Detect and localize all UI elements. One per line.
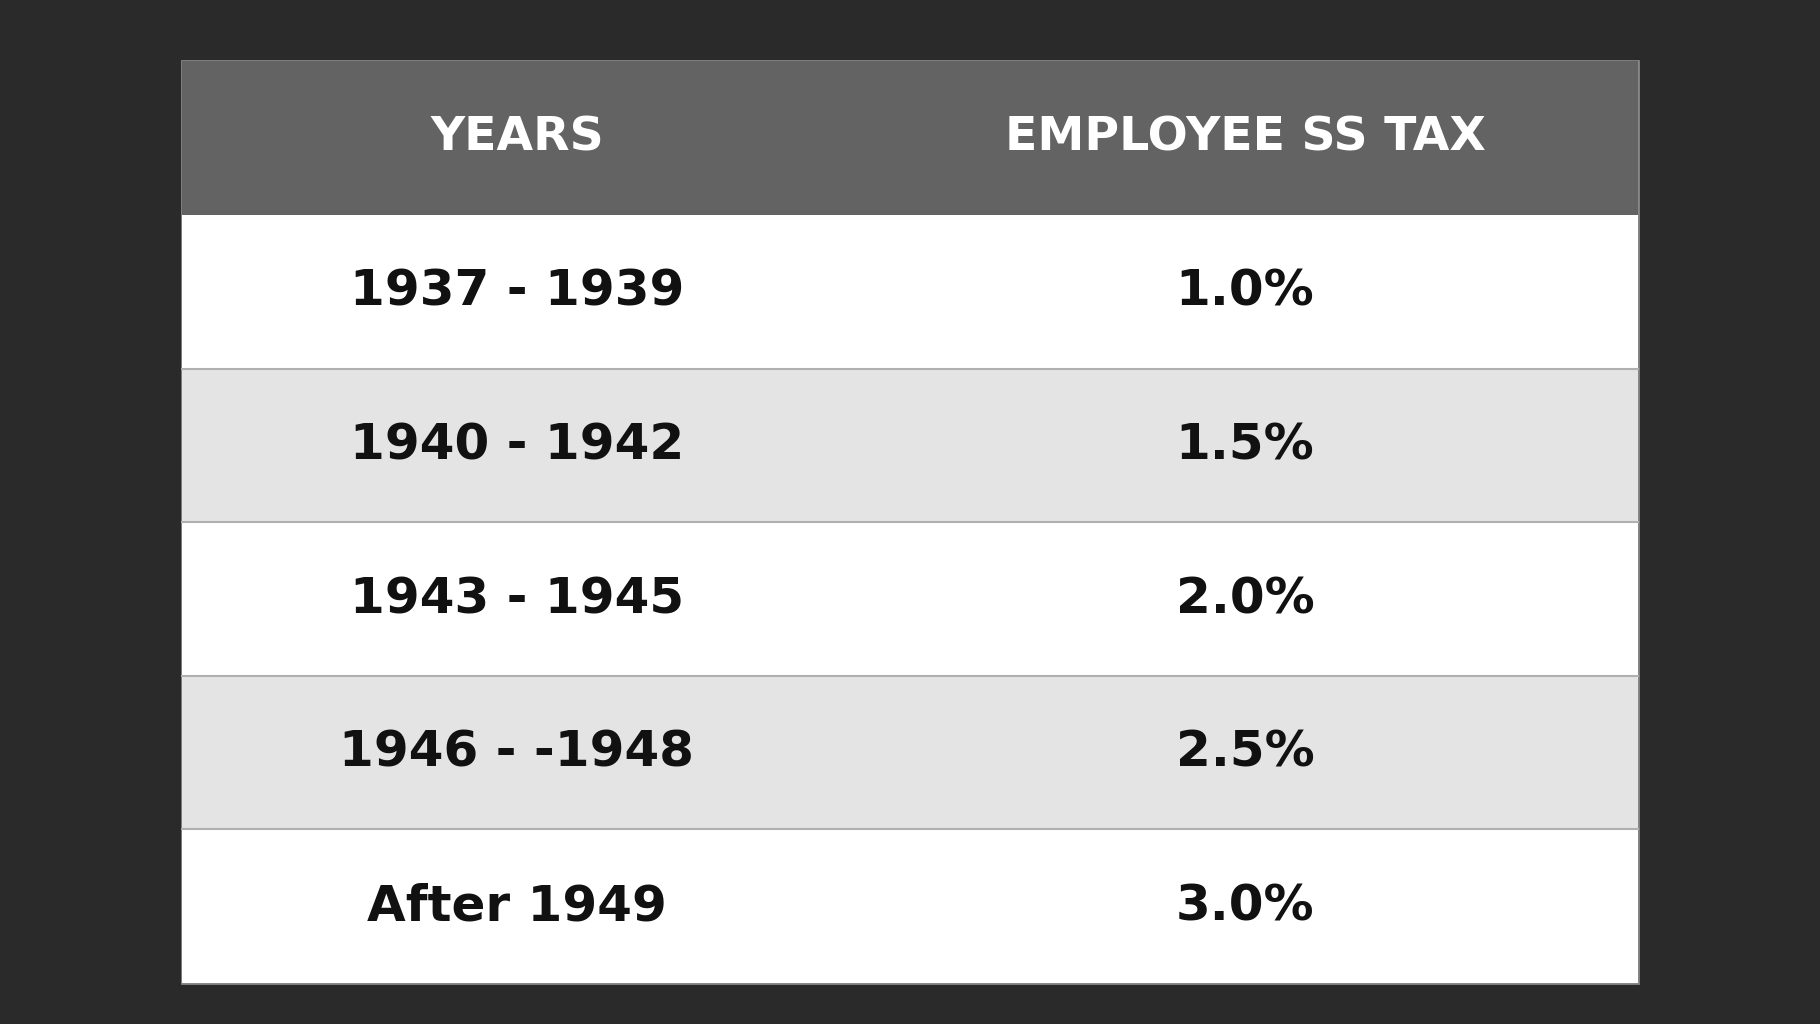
Text: After 1949: After 1949	[368, 883, 666, 930]
Text: 3.0%: 3.0%	[1176, 883, 1314, 930]
Bar	[182, 369, 1638, 522]
Text: 2.5%: 2.5%	[1176, 729, 1314, 776]
Bar	[182, 676, 1638, 829]
Text: YEARS: YEARS	[430, 116, 604, 161]
Text: 1.0%: 1.0%	[1176, 268, 1314, 315]
Bar	[182, 61, 1638, 983]
Text: EMPLOYEE SS TAX: EMPLOYEE SS TAX	[1005, 116, 1485, 161]
Text: 1946 - -1948: 1946 - -1948	[339, 729, 695, 776]
Bar	[182, 215, 1638, 369]
Text: 1943 - 1945: 1943 - 1945	[349, 575, 684, 623]
Text: 2.0%: 2.0%	[1176, 575, 1314, 623]
Text: 1.5%: 1.5%	[1176, 422, 1314, 469]
Bar	[182, 61, 1638, 215]
Bar	[182, 522, 1638, 676]
Text: 1940 - 1942: 1940 - 1942	[349, 422, 684, 469]
Bar	[182, 829, 1638, 983]
Text: 1937 - 1939: 1937 - 1939	[349, 268, 684, 315]
